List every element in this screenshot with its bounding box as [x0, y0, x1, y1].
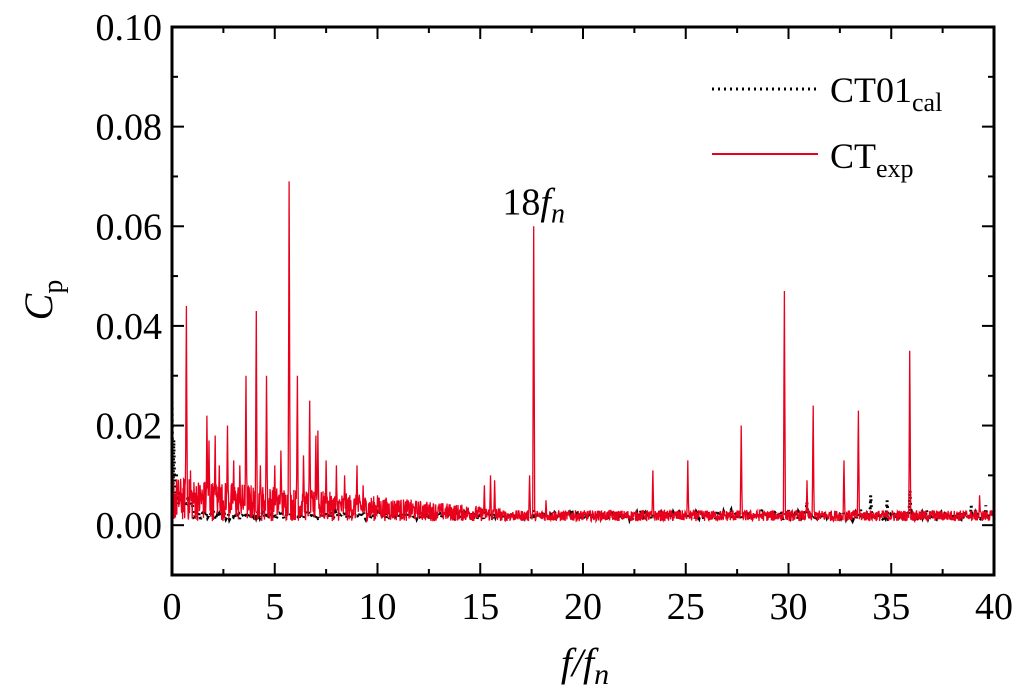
y-tick-label: 0.10 [96, 7, 163, 49]
legend-label-exp: CTexp [830, 136, 914, 183]
x-tick-label: 40 [975, 586, 1013, 628]
x-tick-label: 30 [770, 586, 808, 628]
y-axis-title-sub: p [38, 280, 69, 294]
legend-label-cal-main: CT01 [830, 70, 912, 110]
legend-label-cal: CT01cal [830, 70, 942, 117]
ticks-layer: 0 5 10 15 20 25 30 35 40 0.00 0.02 0.04 0.06 0.08 0.10 [96, 7, 1014, 628]
peak-annotation-sub: n [551, 198, 565, 229]
x-axis-title-main: f/f [561, 640, 599, 685]
x-tick-label: 35 [872, 586, 910, 628]
series-layer [172, 181, 994, 525]
peak-annotation-number: 18 [502, 181, 540, 223]
y-tick-label: 0.04 [96, 306, 163, 348]
y-axis-title: Cp [16, 280, 69, 321]
y-axis-title-main: C [16, 292, 61, 320]
peak-annotation: 18fn [502, 181, 565, 229]
x-tick-label: 10 [359, 586, 397, 628]
y-tick-label: 0.08 [96, 107, 163, 149]
y-tick-label: 0.02 [96, 406, 163, 448]
x-tick-label: 15 [461, 586, 499, 628]
legend: CT01cal CTexp [712, 70, 942, 183]
legend-label-exp-sub: exp [876, 154, 914, 183]
legend-label-cal-sub: cal [912, 88, 942, 117]
x-axis-title-sub: n [594, 658, 609, 691]
x-tick-label: 5 [265, 586, 284, 628]
y-tick-label: 0.06 [96, 206, 163, 248]
y-tick-label: 0.00 [96, 505, 163, 547]
x-tick-label: 25 [667, 586, 705, 628]
series-line-exp [172, 181, 994, 524]
legend-label-exp-main: CT [830, 136, 876, 176]
x-axis-title: f/fn [561, 640, 609, 691]
x-tick-label: 0 [163, 586, 182, 628]
x-tick-label: 20 [564, 586, 602, 628]
